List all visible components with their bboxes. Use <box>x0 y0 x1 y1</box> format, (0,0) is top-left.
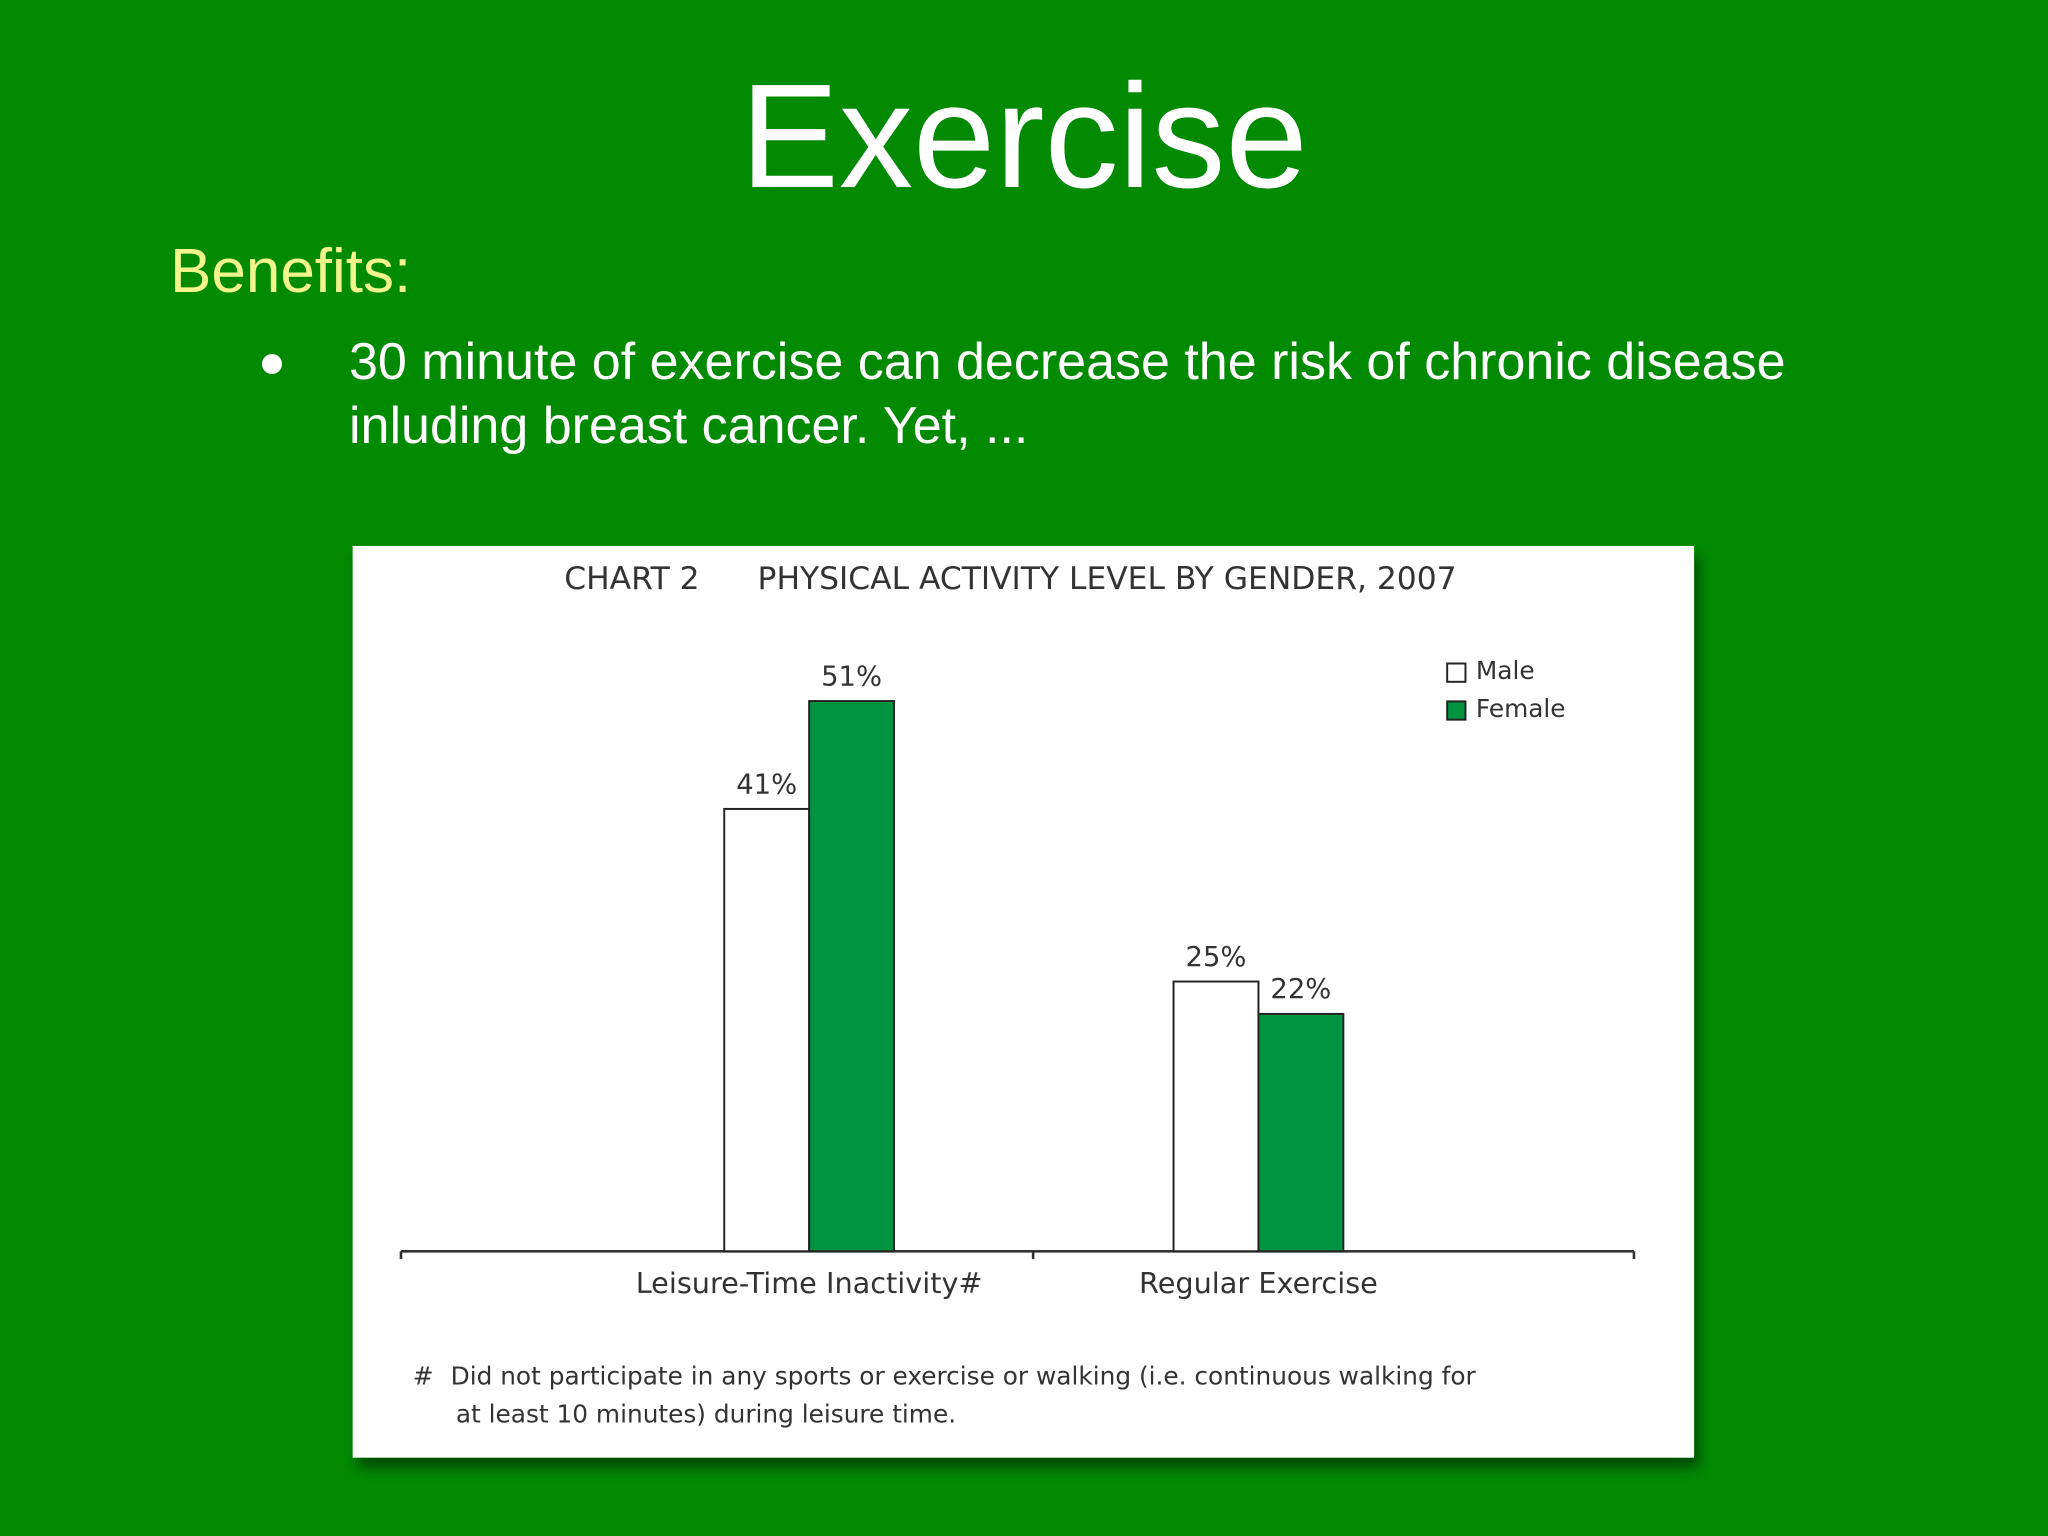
footnote: at least 10 minutes) during leisure time… <box>456 1399 956 1428</box>
bar <box>1172 980 1260 1253</box>
chart-title: PHYSICAL ACTIVITY LEVEL BY GENDER, 2007 <box>758 561 1457 597</box>
chart-label: CHART 2 <box>564 561 699 597</box>
bar <box>723 807 811 1253</box>
chart-panel <box>352 545 1695 1458</box>
value-label: 41% <box>736 769 797 800</box>
bullet-dot <box>262 354 282 374</box>
footnote: Did not participate in any sports or exe… <box>451 1361 1477 1390</box>
footnote-marker: # <box>413 1361 434 1390</box>
bar <box>1257 1012 1345 1253</box>
value-label: 22% <box>1270 974 1331 1005</box>
x-tick-label: Regular Exercise <box>1139 1266 1378 1300</box>
value-label: 25% <box>1186 942 1247 973</box>
slide-heading: Benefits: <box>170 237 412 306</box>
legend-label: Male <box>1476 656 1535 685</box>
legend-swatch <box>1446 700 1467 721</box>
slide-title: Exercise <box>740 54 1308 219</box>
value-label: 51% <box>821 661 882 692</box>
legend-label: Female <box>1476 694 1566 723</box>
legend-swatch <box>1446 662 1467 683</box>
x-tick-label: Leisure-Time Inactivity# <box>636 1266 983 1300</box>
bar <box>808 700 896 1253</box>
bullet-text: 30 minute of exercise can decrease the r… <box>349 333 1786 455</box>
